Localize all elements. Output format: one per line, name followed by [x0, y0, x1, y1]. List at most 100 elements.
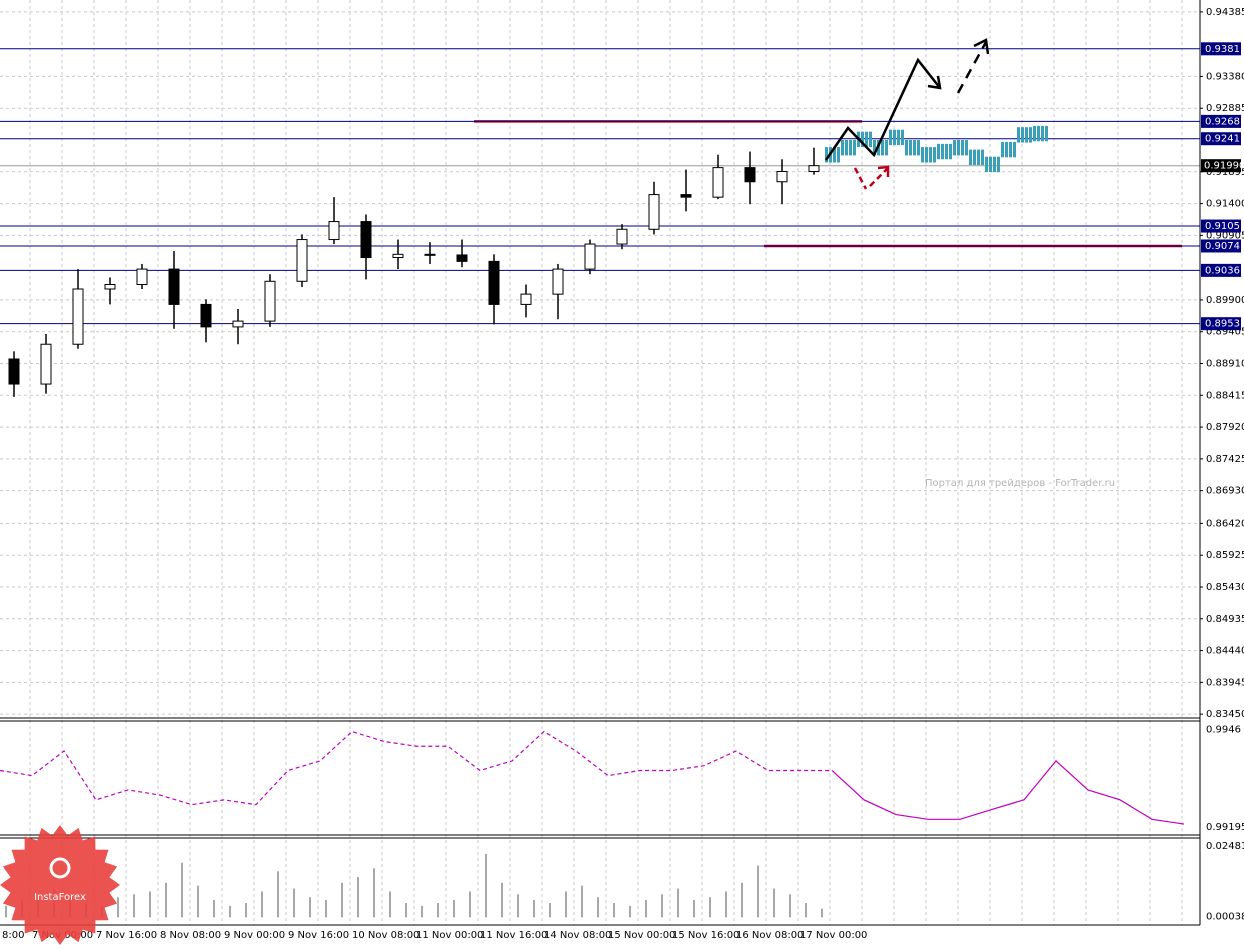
level-label: 0.9268	[1205, 116, 1240, 127]
y-tick-label: 0.88415	[1206, 390, 1244, 401]
forecast-bar	[845, 140, 848, 156]
arrow-head	[927, 75, 942, 90]
volume-bar	[517, 894, 519, 918]
forecast-bar	[889, 129, 892, 146]
volume-bar	[453, 900, 455, 918]
volume-bar	[293, 888, 295, 918]
y-tick-label: 0.92885	[1206, 103, 1244, 114]
red-arrow	[869, 167, 889, 187]
forecast-bar	[873, 140, 876, 156]
x-tick-label: 9 Nov 00:00	[224, 930, 285, 941]
volume-bar	[469, 891, 471, 918]
forecast-bar	[1005, 141, 1008, 158]
forecast-bar	[929, 147, 932, 163]
volume-bar	[325, 900, 327, 918]
current-price-box	[1201, 159, 1241, 173]
x-tick-label: 10 Nov 08:00	[352, 930, 419, 941]
candle-body	[8, 358, 20, 385]
y-tick-label: 0.90905	[1206, 230, 1244, 241]
volume-bar	[117, 897, 119, 918]
candle-body	[104, 284, 116, 290]
volume-bar	[549, 902, 551, 918]
volume-tick-label: 0.00038	[1206, 911, 1244, 922]
forecast-bar	[1017, 127, 1020, 143]
volume-bar	[677, 888, 679, 918]
candle-body	[296, 239, 308, 282]
forecast-bar	[969, 149, 972, 166]
forecast-bar	[913, 140, 916, 156]
indicator-tick-label: 0.99195	[1206, 822, 1244, 833]
logo-badge	[0, 825, 120, 945]
forecast-bar	[869, 131, 872, 148]
y-tick-label: 0.84440	[1206, 646, 1244, 657]
volume-bar	[261, 891, 263, 918]
forecast-bar	[865, 131, 868, 148]
y-tick-label: 0.86930	[1206, 486, 1244, 497]
y-tick-label: 0.91895	[1206, 167, 1244, 178]
candle-body	[232, 320, 244, 328]
forecast-bar	[837, 147, 840, 163]
forecast-bar	[925, 147, 928, 163]
logo-text: InstaForex	[34, 892, 86, 903]
forecast-bar	[881, 140, 884, 156]
level-label: 0.8953	[1205, 319, 1240, 330]
candle-body	[744, 167, 756, 183]
volume-bar	[165, 882, 167, 918]
volume-bar	[309, 897, 311, 918]
volume-bar	[373, 868, 375, 918]
forecast-bar	[981, 149, 984, 166]
volume-bar	[805, 902, 807, 918]
volume-bar	[661, 894, 663, 918]
level-label-box	[1201, 317, 1241, 331]
forecast-bar	[965, 140, 968, 156]
volume-bar	[533, 900, 535, 918]
level-label: 0.9381	[1205, 44, 1240, 55]
candle-body	[360, 221, 372, 259]
volume-bar	[741, 882, 743, 918]
candle-body	[648, 194, 660, 230]
forecast-bar	[997, 156, 1000, 173]
level-label-box	[1201, 42, 1241, 56]
forecast-bar	[1001, 141, 1004, 158]
forecast-bar	[945, 143, 948, 160]
candle-body	[392, 253, 404, 259]
forecast-bar	[933, 147, 936, 163]
candle-body	[680, 194, 692, 198]
x-tick-label: 11 Nov 16:00	[480, 930, 547, 941]
level-label-box	[1201, 132, 1241, 146]
forecast-bar	[909, 140, 912, 156]
forecast-bar	[905, 140, 908, 156]
forecast-bar	[973, 149, 976, 166]
level-label: 0.9105	[1205, 221, 1240, 232]
forecast-bar	[1041, 125, 1044, 142]
level-label-box	[1201, 219, 1241, 233]
indicator-line	[831, 760, 1185, 825]
candle-body	[584, 243, 596, 270]
y-tick-label: 0.87920	[1206, 422, 1244, 433]
volume-bar	[821, 908, 823, 918]
y-tick-label: 0.94385	[1206, 7, 1244, 18]
volume-bar	[709, 897, 711, 918]
volume-bar	[213, 900, 215, 918]
candle-body	[808, 165, 820, 172]
forecast-bar	[1025, 127, 1028, 143]
forecast-bar	[989, 156, 992, 173]
candle-body	[136, 268, 148, 286]
panel-frame	[0, 0, 1201, 926]
volume-bar	[437, 902, 439, 918]
dashed-arrow	[956, 41, 988, 94]
volume-bar	[5, 905, 7, 918]
forecast-bar	[853, 140, 856, 156]
logo-icon	[49, 857, 71, 879]
volume-tick-label: 0.02481	[1206, 841, 1244, 852]
y-tick-label: 0.85925	[1206, 550, 1244, 561]
forecast-bar	[1021, 127, 1024, 143]
y-tick-label: 0.86420	[1206, 518, 1244, 529]
y-tick-label: 0.84935	[1206, 614, 1244, 625]
volume-bar	[357, 877, 359, 918]
volume-bar	[581, 885, 583, 918]
forecast-bar	[953, 140, 956, 156]
y-tick-label: 0.89900	[1206, 295, 1244, 306]
volume-bar	[629, 905, 631, 918]
